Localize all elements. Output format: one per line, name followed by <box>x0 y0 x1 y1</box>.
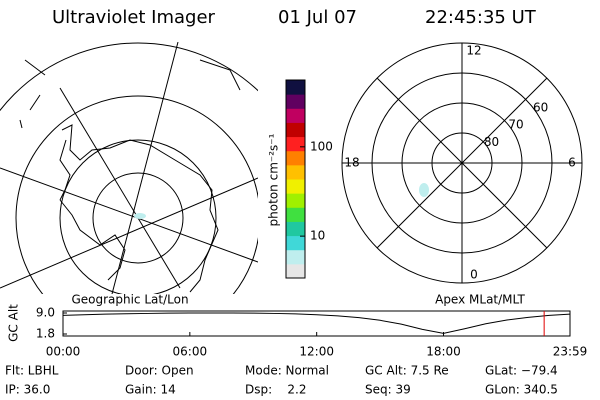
info-field: Seq: 39 <box>365 383 411 397</box>
map-meridian <box>0 167 258 263</box>
info-field: Gain: 14 <box>125 383 176 397</box>
coastline <box>19 59 241 129</box>
info-field: Flt: LBHL <box>5 364 59 378</box>
map-label: Geographic Lat/Lon <box>71 293 188 307</box>
colorbar-band <box>286 193 305 208</box>
info-field: GC Alt: 7.5 Re <box>365 364 449 378</box>
colorbar-band <box>286 150 305 166</box>
polar-ring-label: 60 <box>533 100 548 114</box>
altitude-line <box>62 312 571 334</box>
colorbar-band <box>286 164 305 180</box>
info-field: Mode: Normal <box>245 364 329 378</box>
coastline <box>59 124 219 293</box>
colorbar-band <box>286 122 305 138</box>
colorbar-tick-label: 100 <box>310 139 333 153</box>
colorbar-band <box>286 235 305 251</box>
polar-ring-label: 70 <box>508 118 523 132</box>
x-tick-label: 12:00 <box>299 345 334 359</box>
colorbar-band <box>286 263 305 279</box>
polar-angle-label: 18 <box>344 156 359 170</box>
y-tick-label: 9.0 <box>36 306 55 320</box>
colorbar-band <box>286 94 305 109</box>
colorbar-band <box>286 249 305 265</box>
colorbar-band <box>286 221 305 237</box>
y-axis-label: GC Alt <box>7 304 21 342</box>
x-tick-label: 06:00 <box>173 345 208 359</box>
polar-angle-label: 6 <box>568 156 576 170</box>
x-tick-label: 23:59 <box>553 345 588 359</box>
polar-ring-label: 80 <box>484 135 499 149</box>
geographic-map <box>0 42 258 294</box>
aurora-patch <box>134 213 146 219</box>
polar-angle-label: 0 <box>470 268 478 282</box>
map-circle <box>0 42 258 112</box>
colorbar-frame <box>285 79 306 279</box>
info-field: IP: 36.0 <box>5 383 50 397</box>
x-tick-label: 18:00 <box>426 345 461 359</box>
map-meridian <box>59 87 181 289</box>
colorbar-band <box>286 80 305 95</box>
colorbar-band <box>286 108 305 123</box>
info-field: GLat: −79.4 <box>485 364 558 378</box>
map-circle <box>59 139 217 294</box>
colorbar-label: photon cm⁻²s⁻¹ <box>267 133 281 226</box>
polar-title: Apex MLat/MLT <box>435 293 525 307</box>
colorbar-tick-label: 10 <box>310 229 325 243</box>
map-meridian <box>0 177 258 289</box>
header-time: 22:45:35 UT <box>425 7 537 28</box>
map-meridian <box>111 42 179 294</box>
polar-angle-label: 12 <box>466 44 481 58</box>
info-field: GLon: 340.5 <box>485 383 558 397</box>
colorbar-band <box>286 207 305 222</box>
info-field: Dsp: 2.2 <box>245 383 307 397</box>
y-tick-label: 1.8 <box>36 327 55 341</box>
header-title: Ultraviolet Imager <box>52 7 216 28</box>
aurora-patch <box>419 183 429 197</box>
x-tick-label: 00:00 <box>46 345 81 359</box>
header-date: 01 Jul 07 <box>278 7 357 28</box>
colorbar-band <box>286 179 305 194</box>
map-circle <box>15 95 258 294</box>
info-field: Door: Open <box>125 364 194 378</box>
map-circle <box>92 172 184 264</box>
colorbar-band <box>286 136 305 152</box>
